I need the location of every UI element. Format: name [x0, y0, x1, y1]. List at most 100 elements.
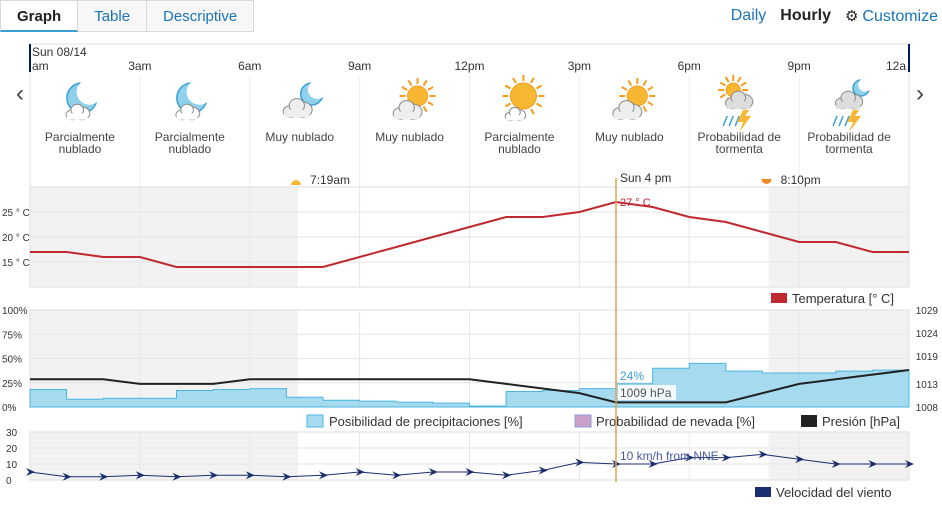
sun-ray	[736, 76, 742, 83]
pressure-axis-label: 1024	[916, 329, 939, 340]
tab-descriptive[interactable]: Descriptive	[147, 0, 255, 32]
cursor-pressure-bg	[618, 385, 676, 400]
wind-arrow	[209, 471, 219, 480]
wind-arrow	[282, 472, 292, 481]
wind-axis-label: 20	[6, 444, 18, 455]
wind-axis-label: 10	[6, 460, 18, 471]
sun-ray	[627, 79, 633, 87]
rain-drop	[832, 115, 838, 127]
prev-arrow-icon[interactable]: ‹	[16, 80, 24, 107]
pressure-axis-label: 1008	[916, 403, 939, 414]
hour-tick-label: 3am	[128, 59, 151, 73]
next-arrow-icon[interactable]: ›	[916, 80, 924, 107]
sun-ray	[427, 101, 434, 106]
condition-line: Parcialmente	[45, 130, 115, 144]
cursor-pressure-readout: 1009 hPa	[620, 386, 672, 400]
sunset-icon	[761, 179, 772, 184]
view-switcher: Daily Hourly ⚙ Customize	[731, 0, 938, 32]
snow-legend-label: Probabilidad de nevada [%]	[596, 414, 755, 429]
temperature-legend-label: Temperatura [° C]	[792, 291, 894, 306]
precip-legend-label: Posibilidad de precipitaciones [%]	[329, 414, 523, 429]
sun-ray	[427, 86, 434, 91]
lightning-bolt	[737, 110, 752, 132]
cloud-shape	[613, 111, 640, 120]
period-condition-label: Muy nublado	[265, 130, 334, 144]
cursor-label-bg	[617, 170, 681, 187]
sun-ray	[422, 79, 428, 87]
daily-link[interactable]: Daily	[730, 7, 767, 24]
sun-ray	[504, 84, 511, 90]
hour-tick-label: 12a	[886, 59, 906, 73]
wind-arrow	[428, 468, 438, 476]
sun-ray	[719, 93, 726, 99]
temperature-line	[30, 200, 909, 268]
pressure-axis-label: 1019	[916, 352, 939, 363]
tab-graph[interactable]: Graph	[0, 0, 79, 32]
wind-arrow	[868, 460, 878, 468]
sunset-time: 8:10pm	[781, 173, 821, 187]
sun-ray	[530, 108, 535, 115]
cloud-shape	[284, 109, 310, 118]
sun-ray	[535, 84, 543, 90]
pressure-axis-label: 1013	[916, 380, 939, 391]
period-condition-label: Probabilidad de tormenta	[697, 130, 781, 156]
cursor-temp-readout: 27 ° C	[620, 197, 651, 209]
cursor-time-label: Sun 4 pm	[620, 171, 671, 185]
hour-tick-label: 9am	[348, 59, 371, 73]
moon-shape	[76, 79, 103, 105]
wind-legend-label: Velocidad del viento	[776, 485, 892, 500]
wind-arrow	[758, 450, 768, 459]
wind-arrow	[502, 471, 512, 480]
wind-arrow	[648, 460, 658, 468]
pressure-axis-label: 1029	[916, 306, 939, 317]
cloudy-moon-icon	[282, 80, 327, 118]
precip-area	[29, 362, 910, 408]
precip-axis-label: 75%	[2, 330, 22, 341]
condition-line: nublado	[59, 142, 102, 156]
wind-arrow	[465, 468, 475, 476]
wind-arrow	[685, 453, 695, 462]
hour-tick-label: 3pm	[568, 59, 591, 73]
tab-table[interactable]: Table	[78, 0, 148, 32]
gear-icon: ⚙	[844, 7, 859, 25]
sun-ray	[407, 79, 413, 87]
sun-ray	[647, 86, 654, 91]
precip-axis-label: 0%	[2, 403, 17, 414]
cursor-precip-readout: 24%	[620, 369, 644, 383]
wind-arrow	[135, 471, 145, 480]
customize-label: Customize	[862, 7, 938, 25]
date-label: Sun 08/14	[32, 45, 87, 59]
condition-line: Parcialmente	[484, 130, 554, 144]
wind-arrow	[99, 472, 109, 481]
night-shade	[30, 432, 298, 480]
lightning-bolt	[847, 110, 862, 132]
wind-arrow	[905, 460, 914, 468]
moon-shape	[186, 79, 213, 105]
sun-ray	[530, 77, 535, 84]
customize-button[interactable]: ⚙ Customize	[845, 7, 938, 26]
hour-tick-label: 9pm	[787, 59, 810, 73]
moon-shape	[858, 78, 872, 92]
sunrise-time: 7:19am	[310, 173, 350, 187]
wind-arrow	[392, 471, 402, 480]
sun-ray	[642, 79, 648, 87]
temp-axis-label: 15 ° C	[2, 258, 30, 269]
rain-drop	[838, 115, 844, 127]
sun-ray	[535, 102, 543, 108]
pressure-legend-swatch	[801, 415, 817, 427]
wind-arrow	[355, 468, 365, 476]
sun-ray	[724, 76, 730, 83]
moon-cloud-icon	[175, 79, 213, 121]
partly-sunny-icon	[502, 75, 545, 122]
hourly-link[interactable]: Hourly	[780, 7, 831, 24]
wind-arrow	[721, 453, 731, 462]
cloud-shape	[393, 111, 420, 120]
hour-tick-label: 12pm	[454, 59, 484, 73]
wind-arrow	[62, 472, 72, 481]
rain-drop	[728, 115, 734, 127]
wind-arrow	[245, 471, 255, 480]
hour-tick-label: am	[32, 59, 49, 73]
precip-axis-label: 100%	[2, 306, 28, 317]
condition-line: nublado	[498, 142, 541, 156]
